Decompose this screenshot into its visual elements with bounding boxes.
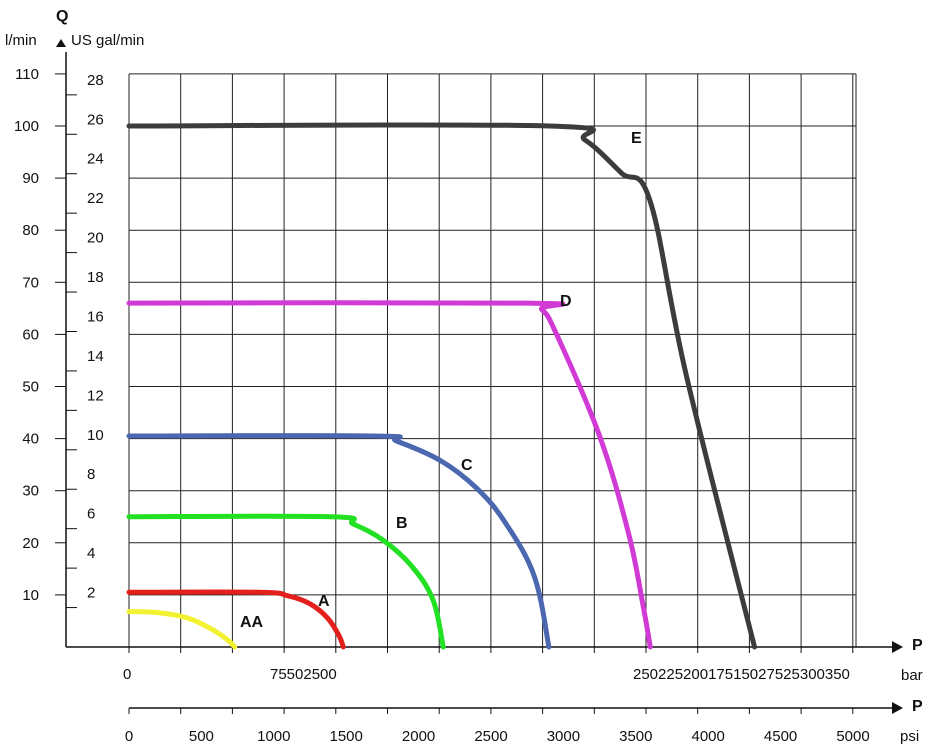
- y-tick-label-gpm: 12: [87, 387, 104, 404]
- curve-label-c: C: [461, 457, 473, 474]
- y-tick-label-gpm: 10: [87, 427, 104, 444]
- y-tick-label-lpm: 10: [22, 587, 39, 604]
- curve-a: [126, 589, 346, 650]
- y-axis-title: Q: [56, 8, 68, 25]
- y-tick-label-lpm: 20: [22, 535, 39, 552]
- y-tick-label-lpm: 110: [15, 66, 39, 83]
- x-unit-psi: psi: [900, 728, 919, 745]
- plot-axes: [65, 52, 903, 714]
- y-axis-arrow-icon: [56, 39, 66, 47]
- bar-tick-zero: 0: [123, 666, 131, 683]
- psi-tick-label: 1500: [330, 728, 363, 745]
- y-tick-label-gpm: 22: [87, 190, 104, 207]
- x-axis-title-psi: P: [912, 698, 923, 715]
- y-tick-label-gpm: 28: [87, 72, 104, 89]
- psi-tick-label: 4000: [692, 728, 725, 745]
- y-tick-label-lpm: 90: [22, 170, 39, 187]
- curve-aa: [126, 609, 238, 650]
- curve-b: [126, 513, 446, 650]
- curve-label-e: E: [631, 130, 642, 147]
- y-tick-label-lpm: 100: [14, 118, 39, 135]
- y-unit-left: l/min: [5, 32, 37, 49]
- x-axis-title-bar: P: [912, 637, 923, 654]
- y-tick-label-lpm: 50: [22, 379, 39, 396]
- y-tick-label-gpm: 16: [87, 308, 104, 325]
- y-tick-label-lpm: 60: [22, 326, 39, 343]
- y-tick-label-lpm: 30: [22, 483, 39, 500]
- psi-tick-label: 2000: [402, 728, 435, 745]
- curve-label-aa: AA: [240, 614, 264, 631]
- psi-tick-label: 1000: [257, 728, 290, 745]
- plot-grid: [128, 73, 857, 647]
- y-tick-label-gpm: 8: [87, 466, 95, 483]
- bar-tick-group-right: 25022520017515027525300350: [633, 666, 850, 683]
- y-tick-label-gpm: 20: [87, 230, 104, 247]
- curves: [126, 122, 758, 650]
- psi-tick-label: 4500: [764, 728, 797, 745]
- y-tick-label-gpm: 24: [87, 151, 104, 168]
- y-tick-label-gpm: 6: [87, 506, 95, 523]
- y-tick-label-lpm: 70: [22, 274, 39, 291]
- psi-tick-label: 5000: [836, 728, 869, 745]
- y-tick-label-lpm: 80: [22, 222, 39, 239]
- bar-tick-group-left: 75502500: [270, 666, 337, 683]
- psi-tick-label: 2500: [474, 728, 507, 745]
- y-tick-label-gpm: 26: [87, 111, 104, 128]
- y-tick-label-lpm: 40: [22, 431, 39, 448]
- curve-label-a: A: [318, 593, 330, 610]
- psi-tick-label: 3000: [547, 728, 580, 745]
- x-unit-bar: bar: [901, 667, 923, 684]
- y-tick-label-gpm: 2: [87, 585, 95, 602]
- curve-c: [126, 433, 552, 650]
- curve-label-b: B: [396, 515, 408, 532]
- psi-axis-arrow-icon: [892, 702, 903, 714]
- x-tick-labels: 0 500 1000 1500 2000 2500 3000 3500 4000 4500 5000: [125, 728, 870, 745]
- x-axis-arrow-icon: [892, 641, 903, 653]
- psi-tick-label: 500: [189, 728, 214, 745]
- curve-e: [126, 122, 758, 650]
- y-tick-label-gpm: 4: [87, 545, 95, 562]
- curve-label-d: D: [560, 293, 572, 310]
- psi-tick-label: 0: [125, 728, 133, 745]
- y-tick-label-gpm: 18: [87, 269, 104, 286]
- curve-d: [126, 300, 653, 650]
- psi-tick-label: 3500: [619, 728, 652, 745]
- y-tick-label-gpm: 14: [87, 348, 104, 365]
- y-unit-right: US gal/min: [71, 32, 144, 49]
- y-tick-labels: 1020304050607080901001102468101214161820…: [14, 66, 104, 609]
